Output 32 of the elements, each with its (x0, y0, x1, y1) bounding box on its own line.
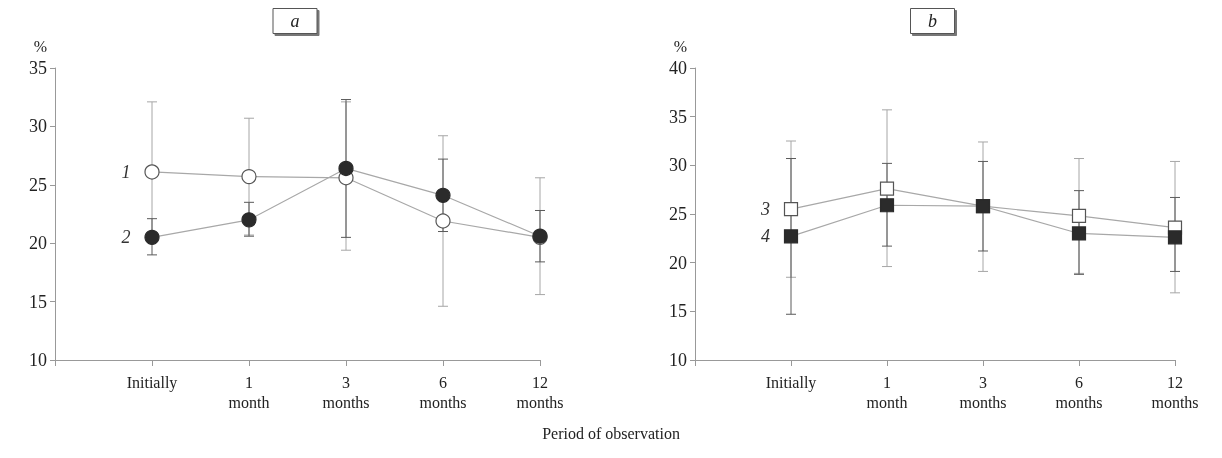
x-tick-label: 6 months (1055, 373, 1103, 411)
x-axis-title: Period of observation (541, 425, 681, 443)
y-tick-label: 10 (29, 350, 47, 370)
x-tick-label: 1 month (228, 373, 270, 411)
y-tick-label: 20 (669, 252, 687, 273)
y-axis-title: % (33, 37, 47, 55)
y-tick-label: 35 (669, 106, 687, 127)
series-label: 4 (760, 226, 770, 247)
x-tick-label: Initially (126, 373, 178, 392)
y-tick-label: 20 (29, 233, 47, 254)
series-label: 3 (759, 199, 770, 220)
x-tick-label: 12 months (516, 373, 564, 411)
x-tick-label: 6 months (419, 373, 467, 411)
y-tick-label: 30 (29, 116, 47, 137)
series-label: 2 (121, 227, 131, 248)
y-tick-label: 40 (669, 58, 687, 78)
x-tick-label: 12 months (1151, 373, 1199, 411)
x-tick-label: 1 month (866, 373, 908, 411)
y-tick-label: 10 (669, 350, 687, 370)
chart-title: a (290, 11, 300, 31)
x-tick-label: 3 months (322, 373, 370, 411)
y-tick-label: 15 (29, 291, 47, 312)
x-tick-label: 3 months (959, 373, 1007, 411)
y-tick-label: 15 (669, 301, 687, 322)
y-tick-label: 25 (29, 174, 47, 195)
y-axis-title: % (673, 37, 687, 55)
chart-title: b (928, 11, 937, 31)
y-tick-label: 25 (669, 204, 687, 224)
series-label: 1 (121, 161, 131, 182)
y-tick-label: 30 (669, 155, 687, 176)
x-tick-label: Initially (765, 373, 817, 392)
y-tick-label: 35 (29, 58, 47, 78)
